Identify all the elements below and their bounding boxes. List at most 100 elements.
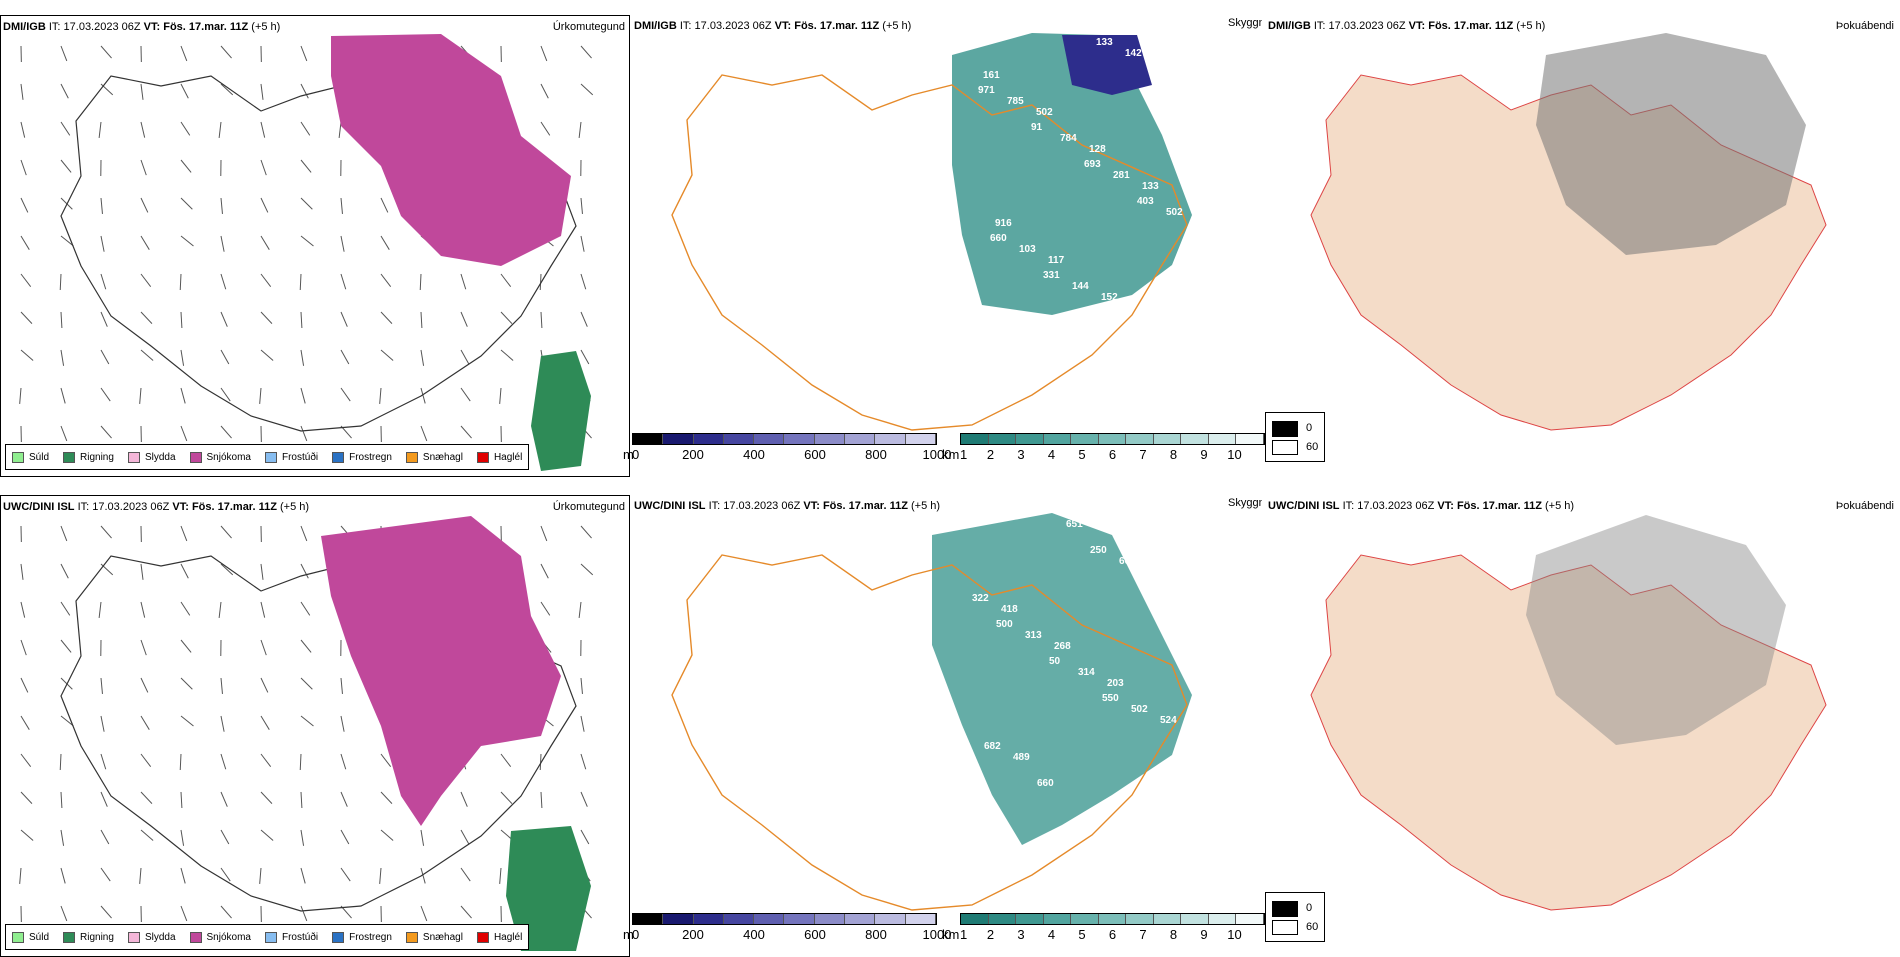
- wind-barb: [581, 564, 593, 575]
- cloud-height-label: 502: [1036, 107, 1053, 118]
- wind-barb: [581, 46, 592, 58]
- wind-barb: [141, 160, 146, 175]
- cloud-height-label: 971: [978, 85, 995, 96]
- colorbar-cell: [1209, 914, 1237, 924]
- wind-barb: [61, 792, 62, 808]
- wind-barb: [221, 830, 229, 844]
- wind-barb: [341, 274, 346, 289]
- wind-barb: [101, 274, 106, 289]
- wind-barb: [21, 198, 28, 212]
- cloud-height-label: 314: [1078, 667, 1095, 678]
- colorbar-cell: [1044, 914, 1072, 924]
- wind-barb: [581, 830, 589, 844]
- colorbar-tick-label: 7: [1139, 447, 1146, 462]
- wind-barb: [181, 602, 190, 615]
- wind-barb: [301, 602, 310, 615]
- colorbar-tick-label: 0: [632, 447, 639, 462]
- wind-barb: [381, 198, 388, 212]
- wind-barb: [181, 426, 187, 441]
- colorbar-cell: [875, 434, 905, 444]
- legend-item: Frostúði: [265, 932, 318, 943]
- colorbar-cell: [906, 434, 936, 444]
- wind-barb: [341, 792, 347, 807]
- colorbar-tick-label: 600: [804, 447, 826, 462]
- wind-barb: [581, 526, 592, 538]
- wind-barb: [101, 350, 109, 364]
- wind-barb: [61, 602, 70, 615]
- fog-legend-top: 0 60: [1265, 412, 1325, 462]
- wind-barb: [180, 274, 181, 290]
- wind-barb: [301, 312, 302, 328]
- wind-barb: [461, 906, 472, 918]
- wind-barb: [381, 830, 393, 840]
- colorbar-cell: [1154, 434, 1182, 444]
- wind-barb: [581, 312, 587, 327]
- cloud-header-top: DMI/IGB IT: 17.03.2023 06Z VT: Fös. 17.m…: [634, 20, 911, 32]
- wind-barb: [421, 350, 424, 366]
- wind-barb: [101, 792, 107, 807]
- wind-barb: [60, 274, 61, 290]
- legend-item: Slydda: [128, 932, 176, 943]
- wind-barb: [301, 716, 313, 726]
- wind-barb: [21, 716, 29, 730]
- colorbar-cell: [1016, 914, 1044, 924]
- cloud-height-label: 500: [996, 619, 1013, 630]
- colorbar-tick-label: 800: [865, 447, 887, 462]
- wind-barb: [221, 274, 226, 289]
- wind-barb: [140, 868, 141, 884]
- cloud-height-label: 682: [984, 741, 1001, 752]
- wind-barb: [341, 716, 344, 732]
- cloud-height-label: 144: [1072, 281, 1089, 292]
- wind-barb: [261, 602, 265, 618]
- wind-barb: [261, 678, 268, 692]
- cloud-height-label: 550: [1102, 693, 1119, 704]
- wind-barb: [21, 160, 26, 175]
- fog-legend-bottom: 0 60: [1265, 892, 1325, 942]
- cloud-height-label: 152: [1101, 292, 1118, 303]
- wind-barb: [21, 792, 32, 804]
- wind-barb: [61, 564, 68, 578]
- wind-barb: [421, 426, 427, 441]
- fog-map-top: [1266, 15, 1896, 477]
- cloud-height-label: 142: [1125, 48, 1142, 59]
- colorbar-cell: [1236, 434, 1264, 444]
- wind-barb: [581, 754, 586, 769]
- wind-barb: [380, 388, 381, 404]
- wind-barb: [261, 564, 263, 580]
- wind-barb: [581, 198, 582, 214]
- wind-barb: [181, 830, 184, 846]
- wind-barb: [219, 602, 221, 618]
- cloud-height-label: 403: [1137, 196, 1154, 207]
- colorbar-cell: [1016, 434, 1044, 444]
- cloud-height-label: 331: [1043, 270, 1060, 281]
- wind-barb: [141, 830, 153, 840]
- wind-barb: [221, 350, 229, 364]
- cloud-height-label: 133: [1096, 37, 1113, 48]
- cloud-height-label: 33: [1143, 582, 1155, 593]
- legend-item: Snæhagl: [406, 452, 463, 463]
- wind-barb: [181, 46, 187, 61]
- colorbar-cell: [1071, 434, 1099, 444]
- wind-barb: [581, 84, 593, 95]
- colorbar-cell: [815, 434, 845, 444]
- wind-barb: [141, 274, 151, 287]
- wind-barb: [341, 868, 350, 881]
- wind-barb: [461, 792, 467, 807]
- wind-barb: [300, 754, 301, 770]
- wind-barb: [21, 274, 31, 287]
- wind-barb: [261, 160, 266, 175]
- wind-barb: [301, 906, 307, 921]
- wind-barb: [341, 678, 342, 694]
- wind-barb: [101, 312, 107, 327]
- colorbar-tick-label: 7: [1139, 927, 1146, 942]
- colorbar-tick-label: 1: [960, 927, 967, 942]
- wind-barb: [300, 274, 301, 290]
- wind-barb: [181, 198, 192, 209]
- wind-barb: [61, 868, 65, 883]
- legend-item: Slydda: [128, 452, 176, 463]
- colorbar-cell: [784, 434, 814, 444]
- colorbar-cell: [663, 434, 693, 444]
- wind-barb: [461, 312, 467, 327]
